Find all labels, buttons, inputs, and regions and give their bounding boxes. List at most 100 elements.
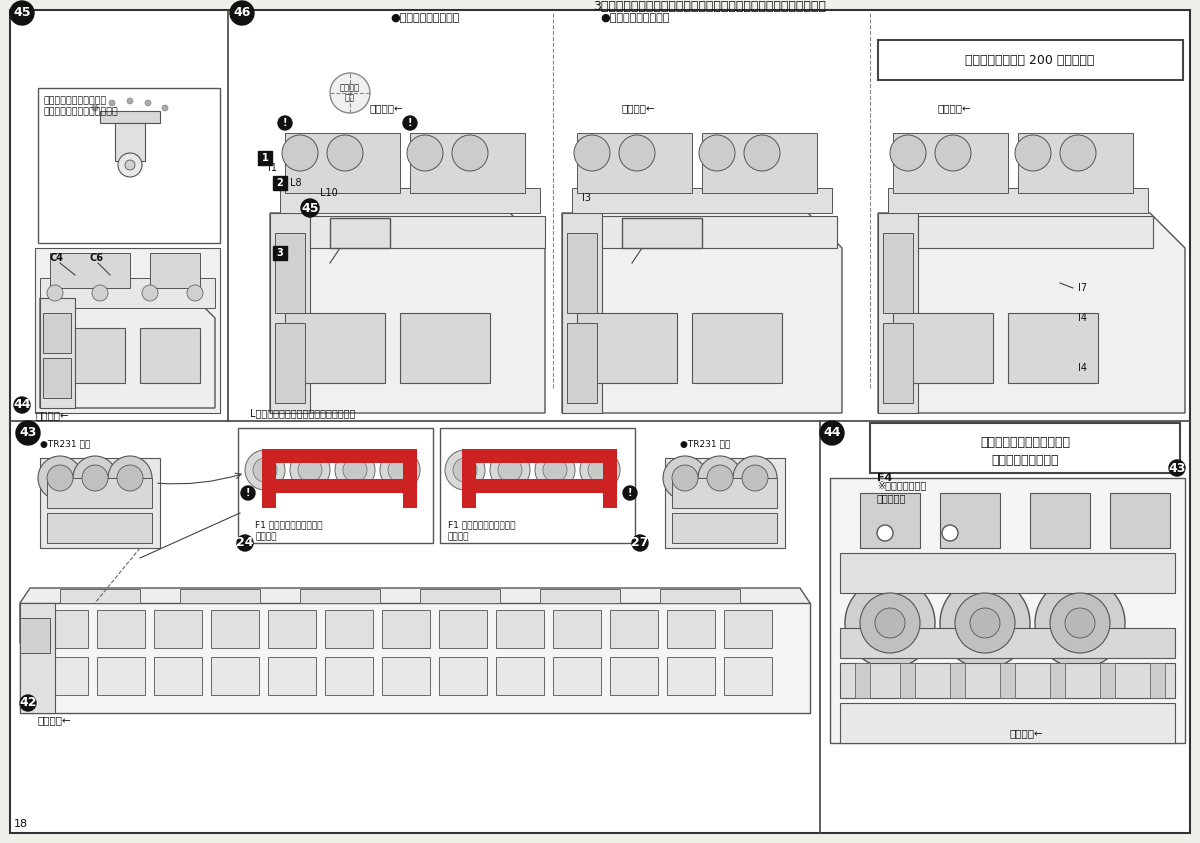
Bar [553, 610, 601, 648]
Circle shape [108, 456, 152, 500]
Text: 45: 45 [13, 7, 31, 19]
Bar [540, 589, 620, 603]
Circle shape [245, 450, 286, 490]
Bar [1100, 663, 1115, 698]
Bar [286, 313, 385, 383]
Bar [20, 603, 55, 713]
Text: ボーナスパーツです: ボーナスパーツです [991, 454, 1058, 468]
Bar [496, 657, 544, 695]
Bar [577, 133, 692, 193]
Bar [439, 657, 487, 695]
Bar [325, 610, 373, 648]
Bar [97, 657, 145, 695]
Bar [860, 493, 920, 548]
Bar [43, 358, 71, 398]
Circle shape [733, 456, 778, 500]
Bar [40, 458, 160, 548]
Bar [553, 657, 601, 695]
Circle shape [127, 98, 133, 104]
Bar [275, 233, 305, 313]
Circle shape [820, 421, 844, 445]
Text: 43: 43 [1169, 461, 1186, 475]
Bar [702, 133, 817, 193]
Circle shape [47, 285, 64, 301]
Text: 運転席側←: 運転席側← [38, 715, 72, 725]
Bar [602, 216, 838, 248]
Bar [462, 456, 476, 508]
Circle shape [118, 465, 143, 491]
Bar [918, 216, 1153, 248]
Bar [840, 628, 1175, 658]
Circle shape [1066, 608, 1096, 638]
Bar [154, 657, 202, 695]
Bar [439, 610, 487, 648]
Bar [562, 213, 602, 413]
Text: 運転席側←: 運転席側← [370, 103, 403, 113]
Bar [300, 589, 380, 603]
Bar [140, 328, 200, 383]
Bar [275, 323, 305, 403]
Text: 46: 46 [233, 7, 251, 19]
Bar [20, 618, 50, 653]
Bar [577, 313, 677, 383]
Circle shape [238, 535, 253, 551]
Bar [40, 298, 74, 408]
Bar [100, 111, 160, 123]
Polygon shape [270, 213, 545, 413]
Circle shape [407, 135, 443, 171]
Circle shape [662, 456, 707, 500]
Text: C4: C4 [50, 253, 64, 263]
Bar [400, 313, 490, 383]
Circle shape [619, 135, 655, 171]
Text: I4: I4 [1078, 313, 1087, 323]
Bar [180, 589, 260, 603]
Circle shape [403, 116, 418, 130]
Circle shape [890, 135, 926, 171]
Text: 42: 42 [19, 696, 37, 710]
Bar [610, 610, 658, 648]
Bar [840, 703, 1175, 743]
Bar [60, 589, 140, 603]
Circle shape [935, 135, 971, 171]
Circle shape [877, 525, 893, 541]
Text: 組み方手順、クハ 200 はここまで: 組み方手順、クハ 200 はここまで [965, 53, 1094, 67]
Circle shape [623, 486, 637, 500]
Circle shape [301, 199, 319, 217]
Bar [893, 133, 1008, 193]
Bar [115, 123, 145, 161]
Bar [238, 428, 433, 543]
Bar [840, 663, 1175, 698]
Text: 43: 43 [19, 427, 37, 439]
Circle shape [1169, 460, 1186, 476]
Bar [97, 610, 145, 648]
Circle shape [535, 450, 575, 490]
Bar [692, 313, 782, 383]
Text: 運転席側←: 運転席側← [35, 410, 68, 420]
Circle shape [125, 160, 134, 170]
Text: C6: C6 [90, 253, 104, 263]
Text: I7: I7 [1078, 283, 1087, 293]
Circle shape [940, 578, 1030, 668]
Circle shape [335, 450, 374, 490]
Bar [55, 328, 125, 383]
Bar [440, 428, 635, 543]
Polygon shape [20, 603, 810, 713]
Circle shape [744, 135, 780, 171]
Text: 運転席側←: 運転席側← [938, 103, 972, 113]
Circle shape [632, 535, 648, 551]
Circle shape [380, 450, 420, 490]
Circle shape [955, 593, 1015, 653]
Text: 運転席側←: 運転席側← [622, 103, 655, 113]
Bar [325, 657, 373, 695]
Bar [462, 479, 617, 493]
Bar [870, 423, 1180, 473]
Bar [35, 248, 220, 413]
Bar [154, 610, 202, 648]
Circle shape [588, 458, 612, 482]
Bar [1030, 493, 1090, 548]
Circle shape [490, 450, 530, 490]
Circle shape [14, 397, 30, 413]
Bar [262, 449, 418, 463]
Circle shape [542, 458, 568, 482]
Circle shape [330, 73, 370, 113]
